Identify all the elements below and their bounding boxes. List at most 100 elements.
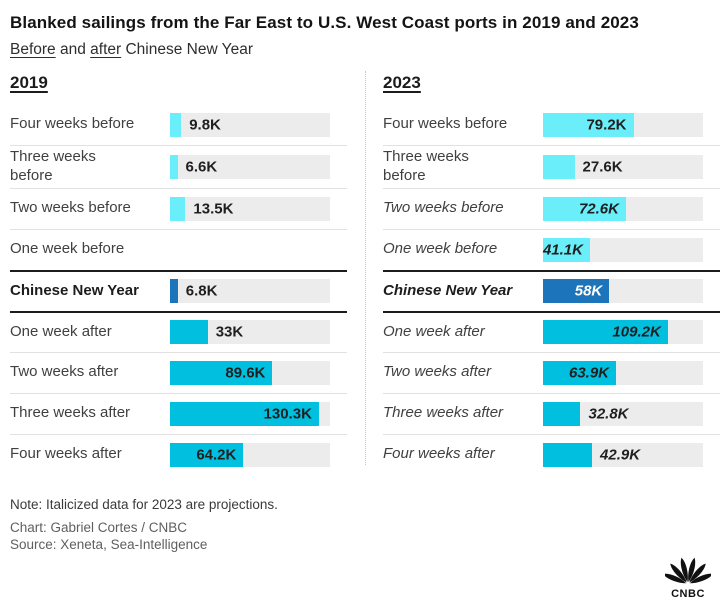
bar-trackwrap: 58K bbox=[543, 279, 703, 303]
bar-value-label: 58K bbox=[574, 282, 603, 300]
chart-row: One week after 109.2K bbox=[383, 310, 720, 352]
row-label: Two weeks after bbox=[383, 363, 492, 381]
bar-trackwrap: 89.6K bbox=[170, 360, 330, 385]
bar-trackwrap: 33K bbox=[170, 320, 330, 344]
bar-track: 58K bbox=[543, 279, 703, 303]
bar-value-label: 130.3K bbox=[263, 405, 312, 422]
bar-track: 89.6K bbox=[170, 360, 330, 385]
chart-row: Two weeks after 89.6K bbox=[10, 351, 347, 393]
subtitle-part: Before bbox=[10, 41, 56, 58]
row-label: Two weeks before bbox=[383, 199, 504, 217]
bar-value-label: 27.6K bbox=[582, 158, 623, 176]
chart-footer: Note: Italicized data for 2023 are proje… bbox=[10, 497, 721, 553]
chart-row: Three weeks before 6.6K bbox=[10, 145, 347, 188]
bar bbox=[543, 196, 626, 221]
chart-row: Chinese New Year 6.8K bbox=[10, 269, 347, 311]
row-label: Four weeks after bbox=[10, 445, 122, 463]
chart-row: Three weeks before 27.6K bbox=[383, 145, 720, 188]
bar bbox=[543, 360, 617, 385]
bar-trackwrap: 63.9K bbox=[543, 360, 703, 385]
bar bbox=[170, 279, 178, 303]
bar-track: 79.2K bbox=[543, 112, 703, 137]
bar-value-label: 32.8K bbox=[588, 405, 629, 422]
bar-trackwrap: 27.6K bbox=[543, 154, 703, 179]
row-label: Four weeks before bbox=[383, 115, 508, 133]
chart-row: Two weeks before 13.5K bbox=[10, 187, 347, 229]
panel-2023: 2023 Four weeks before 79.2K Three weeks be… bbox=[383, 65, 720, 475]
bar-trackwrap: 79.2K bbox=[543, 112, 703, 137]
bar-trackwrap: 42.9K bbox=[543, 442, 703, 467]
row-label: Two weeks after bbox=[10, 363, 119, 381]
cnbc-peacock-icon bbox=[662, 557, 714, 584]
bar bbox=[170, 196, 186, 221]
bar-track: 63.9K bbox=[543, 360, 703, 385]
panel-divider bbox=[365, 71, 366, 465]
bar-trackwrap: 41.1K bbox=[543, 237, 703, 262]
bar-track: 9.8K bbox=[170, 112, 330, 137]
chart-panels: 2019 Four weeks before 9.8K Three weeks bef… bbox=[10, 65, 721, 475]
cnbc-logo-text: CNBC bbox=[671, 588, 705, 600]
row-label: Three weeks before bbox=[10, 148, 96, 184]
chart-credit: Chart: Gabriel Cortes / CNBC bbox=[10, 519, 188, 535]
bar-value-label: 13.5K bbox=[193, 200, 234, 217]
bar-trackwrap: 64.2K bbox=[170, 442, 330, 467]
chart-row: Four weeks before 9.8K bbox=[10, 104, 347, 145]
bar-track: 27.6K bbox=[543, 154, 703, 179]
bar-value-label: 6.6K bbox=[185, 158, 218, 176]
bar bbox=[170, 360, 273, 385]
bar bbox=[543, 279, 610, 303]
chart-row: Four weeks before 79.2K bbox=[383, 104, 720, 145]
chart-row: Three weeks after 130.3K bbox=[10, 392, 347, 434]
subtitle-part: after bbox=[90, 41, 122, 58]
source-credit: Source: Xeneta, Sea-Intelligence bbox=[10, 536, 208, 552]
bar bbox=[170, 442, 244, 467]
footnote: Note: Italicized data for 2023 are proje… bbox=[10, 496, 278, 512]
subtitle-part: and bbox=[55, 41, 91, 58]
bar-trackwrap: 13.5K bbox=[170, 196, 330, 221]
chart-row: Chinese New Year 58K bbox=[383, 269, 720, 311]
bar-track bbox=[170, 238, 330, 262]
row-label: Three weeks after bbox=[383, 404, 504, 422]
bar-track: 130.3K bbox=[170, 401, 330, 426]
bar-track: 64.2K bbox=[170, 442, 330, 467]
bar bbox=[170, 320, 208, 344]
bar-trackwrap: 6.8K bbox=[170, 279, 330, 303]
bar-track: 6.6K bbox=[170, 154, 330, 179]
bar bbox=[543, 320, 668, 344]
row-label: Three weeks before bbox=[383, 148, 469, 184]
bar-trackwrap: 130.3K bbox=[170, 401, 330, 426]
chart-row: Four weeks after 64.2K bbox=[10, 433, 347, 475]
bar bbox=[543, 112, 634, 137]
bar bbox=[170, 401, 319, 426]
row-label: One week before bbox=[383, 240, 498, 258]
bar-value-label: 6.8K bbox=[185, 282, 218, 300]
bar-track: 109.2K bbox=[543, 320, 703, 344]
bar-trackwrap: 72.6K bbox=[543, 196, 703, 221]
subtitle-part: Chinese New Year bbox=[121, 41, 254, 58]
row-label: Four weeks before bbox=[10, 115, 135, 133]
bar-trackwrap bbox=[170, 238, 330, 262]
panel-2019: 2019 Four weeks before 9.8K Three weeks bef… bbox=[10, 65, 347, 475]
bar-trackwrap: 32.8K bbox=[543, 401, 703, 426]
row-label: Chinese New Year bbox=[10, 281, 139, 299]
bar-value-label: 33K bbox=[215, 323, 244, 341]
bar-track: 6.8K bbox=[170, 279, 330, 303]
bar-value-label: 64.2K bbox=[196, 446, 237, 463]
row-label: Two weeks before bbox=[10, 199, 131, 217]
bar-value-label: 9.8K bbox=[189, 116, 221, 133]
chart-row: Two weeks after 63.9K bbox=[383, 351, 720, 393]
bar bbox=[543, 154, 575, 179]
bar-value-label: 63.9K bbox=[568, 364, 610, 381]
chart-row: Two weeks before 72.6K bbox=[383, 187, 720, 229]
bar-trackwrap: 6.6K bbox=[170, 154, 330, 179]
chart-subtitle: Before and after Chinese New Year bbox=[10, 41, 721, 59]
bar-value-label: 42.9K bbox=[600, 446, 641, 463]
bar-value-label: 79.2K bbox=[586, 116, 627, 133]
row-label: One week before bbox=[10, 240, 125, 258]
bar-value-label: 72.6K bbox=[578, 200, 619, 217]
bar-value-label: 109.2K bbox=[612, 323, 661, 341]
row-label: One week after bbox=[383, 322, 485, 340]
bar bbox=[170, 154, 178, 179]
row-label: Chinese New Year bbox=[383, 281, 513, 299]
